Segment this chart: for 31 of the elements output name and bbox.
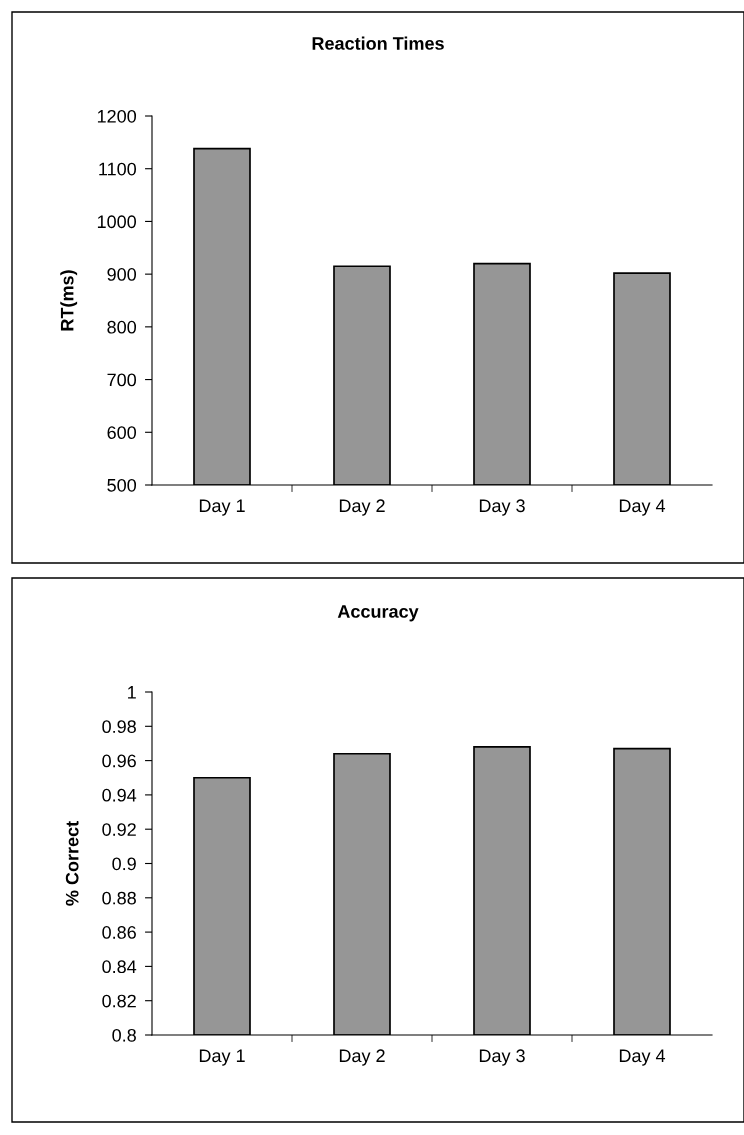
y-tick-label: 0.9 [112,857,136,871]
chart-title: Accuracy [337,605,419,622]
x-tick-label: Day 3 [479,1049,525,1066]
y-tick-label: 600 [107,426,137,440]
y-tick-label: 0.92 [102,823,136,836]
y-tick-label: 0.88 [102,891,136,905]
x-tick-label: Day 4 [619,1049,666,1066]
y-tick-label: 0.82 [102,994,136,1008]
y-tick-label: 1 [128,686,136,699]
y-tick-label: 0.8 [112,1028,136,1042]
y-tick-label: 500 [107,478,137,492]
y-tick-label: 0.84 [102,960,137,974]
y-tick-label: 0.96 [102,754,136,768]
y-tick-label: 0.86 [102,926,136,939]
x-tick-label: Day 2 [339,499,385,516]
x-tick-label: Day 3 [479,499,525,516]
x-tick-label: Day 4 [619,499,666,516]
y-tick-label: 1200 [97,109,137,123]
y-tick-label: 1000 [97,215,137,229]
y-tick-label: 0.94 [102,788,137,802]
x-tick-label: Day 1 [199,1049,245,1066]
y-tick-label: 900 [107,268,137,281]
y-tick-label: 700 [107,373,137,387]
y-tick-label: 1100 [99,162,137,176]
y-axis-title: % Correct [65,821,79,906]
y-tick-label: 0.98 [102,720,136,734]
y-axis-title: RT(ms) [60,270,78,331]
chart-title: Reaction Times [312,36,444,50]
y-tick-label: 800 [107,320,137,334]
x-tick-label: Day 2 [339,1049,385,1066]
x-tick-label: Day 1 [199,499,245,516]
